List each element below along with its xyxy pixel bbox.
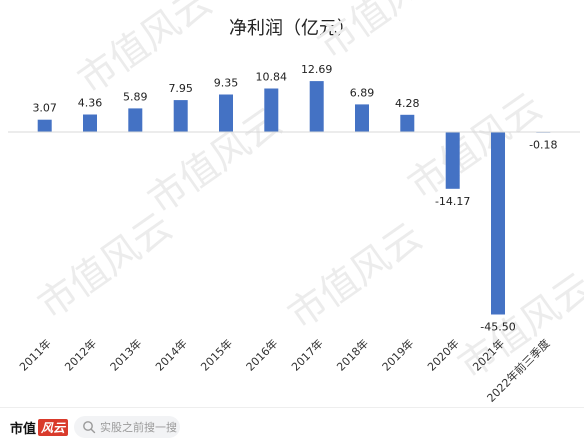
x-tick-label-0: 2011年 [16, 336, 53, 373]
value-label-3: 7.95 [168, 82, 193, 95]
x-tick-label-2: 2013年 [107, 336, 144, 373]
brand-logo: 市值 风云 [10, 416, 69, 438]
brand-badge: 风云 [38, 418, 69, 436]
bar-5 [264, 88, 279, 132]
watermark-text: 市值风云 [70, 0, 220, 102]
value-label-9: -14.17 [435, 195, 470, 208]
value-label-5: 10.84 [256, 71, 288, 84]
value-label-6: 12.69 [301, 63, 333, 76]
footer: 市值 风云 实股之前搜一搜 [0, 407, 584, 444]
value-label-11: -0.18 [529, 139, 557, 152]
value-label-10: -45.50 [480, 321, 515, 334]
bar-4 [219, 94, 233, 132]
watermark-text: 市值风云 [280, 214, 430, 337]
x-tick-label-3: 2014年 [152, 336, 189, 373]
value-label-8: 4.28 [395, 97, 420, 110]
value-label-0: 3.07 [32, 102, 57, 115]
value-labels-layer: 3.07 4.36 5.89 7.95 9.35 10.84 12.69 6.89 4.28 -1… [32, 63, 557, 333]
bar-7 [355, 104, 369, 132]
chart-title: 净利润（亿元） [229, 18, 355, 39]
bar-10 [491, 132, 505, 315]
bar-3 [173, 100, 188, 132]
x-tick-label-6: 2017年 [288, 336, 325, 373]
value-label-2: 5.89 [123, 90, 148, 103]
x-tick-label-5: 2016年 [243, 336, 280, 373]
x-tick-label-7: 2018年 [334, 336, 371, 373]
bar-2 [128, 108, 143, 132]
bar-8 [400, 114, 415, 132]
watermark-text: 市值风云 [30, 204, 180, 327]
search-icon [83, 421, 96, 434]
bar-0 [37, 119, 52, 132]
x-tick-label-1: 2012年 [62, 336, 99, 373]
watermark-text: 市值风云 [310, 0, 460, 67]
bar-1 [83, 114, 97, 132]
x-tick-label-8: 2019年 [379, 336, 416, 373]
search-box[interactable]: 实股之前搜一搜 [74, 416, 180, 438]
bars-layer [37, 81, 551, 315]
search-placeholder: 实股之前搜一搜 [100, 421, 177, 434]
watermark-text: 市值风云 [400, 84, 550, 207]
value-label-4: 9.35 [214, 77, 239, 90]
bar-6 [309, 81, 324, 132]
value-label-1: 4.36 [78, 97, 103, 110]
bar-9 [445, 132, 460, 189]
x-tick-label-4: 2015年 [198, 336, 235, 373]
brand-text: 市值 [10, 421, 37, 437]
value-label-7: 6.89 [350, 86, 375, 99]
